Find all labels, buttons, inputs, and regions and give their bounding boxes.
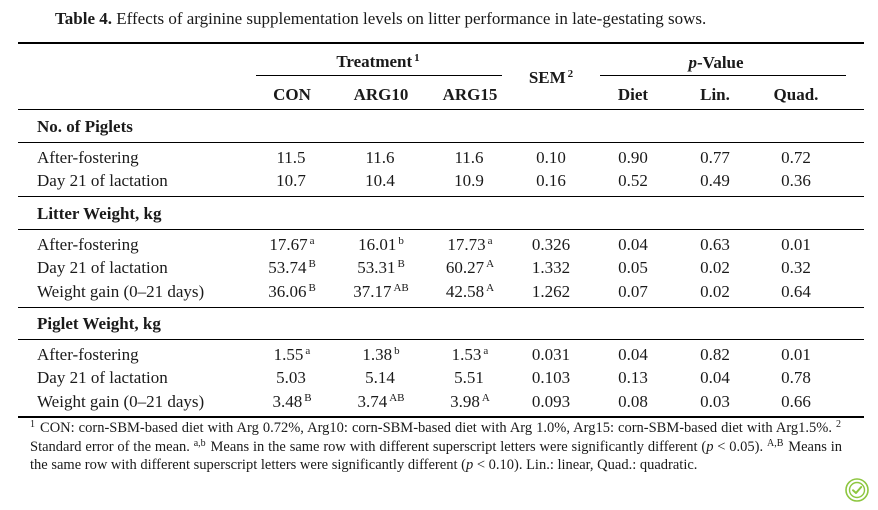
row-label: Day 21 of lactation: [37, 368, 168, 387]
cell-diet: 0.52: [618, 171, 648, 190]
cell-arg15: 42.58 A: [445, 282, 495, 301]
cell-arg15: 17.73 a: [447, 235, 493, 254]
section-rule: [18, 196, 864, 197]
cell-lin: 0.04: [700, 368, 730, 387]
cell-quad: 0.32: [781, 258, 811, 277]
cell-arg15: 3.98 A: [450, 392, 490, 411]
top-rule: [18, 42, 864, 44]
cell-con: 36.06 B: [268, 282, 316, 301]
cell-arg10: 1.38 b: [362, 345, 400, 364]
cell-sem: 0.10: [536, 148, 566, 167]
header-quad: Quad.: [773, 85, 819, 104]
cell-sem: 1.262: [531, 282, 571, 301]
cell-sem: 0.103: [531, 368, 571, 387]
cell-arg10: 16.01 b: [358, 235, 404, 254]
header-p-value: p-Value: [688, 53, 744, 72]
row-label: After-fostering: [37, 345, 139, 364]
header-treatment: Treatment 1: [336, 52, 420, 71]
row-label: Day 21 of lactation: [37, 258, 168, 277]
cell-sem: 0.16: [536, 171, 566, 190]
cell-diet: 0.13: [618, 368, 648, 387]
cell-diet: 0.90: [618, 148, 648, 167]
cell-diet: 0.08: [618, 392, 648, 411]
cell-con: 1.55 a: [273, 345, 311, 364]
cell-quad: 0.64: [781, 282, 811, 301]
cell-arg10: 3.74 AB: [357, 392, 405, 411]
cell-quad: 0.01: [781, 235, 811, 254]
table-footnote: 1 CON: corn-SBM-based diet with Arg 0.72…: [30, 419, 843, 473]
cell-con: 10.7: [276, 171, 306, 190]
cell-lin: 0.77: [700, 148, 730, 167]
cell-lin: 0.49: [700, 171, 730, 190]
cell-quad: 0.72: [781, 148, 811, 167]
cell-quad: 0.78: [781, 368, 811, 387]
header-con: CON: [273, 85, 311, 104]
section-rule: [18, 307, 864, 308]
cell-arg15: 1.53 a: [451, 345, 489, 364]
cell-diet: 0.05: [618, 258, 648, 277]
cell-lin: 0.03: [700, 392, 730, 411]
cell-quad: 0.01: [781, 345, 811, 364]
cell-con: 5.03: [276, 368, 306, 387]
cell-lin: 0.02: [700, 282, 730, 301]
table-caption: Table 4. Effects of arginine supplementa…: [55, 9, 706, 29]
header-sem: SEM 2: [528, 68, 574, 87]
header-arg15: ARG15: [442, 85, 498, 104]
row-label: After-fostering: [37, 148, 139, 167]
cell-sem: 0.031: [531, 345, 571, 364]
cell-lin: 0.82: [700, 345, 730, 364]
cell-arg15: 60.27 A: [445, 258, 495, 277]
cell-con: 17.67 a: [269, 235, 315, 254]
row-label: Day 21 of lactation: [37, 171, 168, 190]
row-label: After-fostering: [37, 235, 139, 254]
cell-arg15: 5.51: [454, 368, 484, 387]
cell-diet: 0.07: [618, 282, 648, 301]
cell-arg10: 10.4: [365, 171, 395, 190]
cell-arg15: 11.6: [454, 148, 484, 167]
cell-sem: 0.093: [531, 392, 571, 411]
cell-arg10: 5.14: [365, 368, 395, 387]
cell-con: 11.5: [276, 148, 306, 167]
header-arg10: ARG10: [353, 85, 409, 104]
caption-label: Table 4.: [55, 9, 113, 28]
cell-sem: 1.332: [531, 258, 571, 277]
header-rule: [18, 109, 864, 110]
cell-sem: 0.326: [531, 235, 571, 254]
section-rule: [18, 229, 864, 230]
caption-text: Effects of arginine supplementation leve…: [116, 9, 707, 28]
cell-quad: 0.36: [781, 171, 811, 190]
row-label: Weight gain (0–21 days): [37, 282, 205, 301]
row-label: Weight gain (0–21 days): [37, 392, 205, 411]
check-update-icon[interactable]: [845, 478, 869, 502]
p-value-underline: [600, 75, 846, 76]
bottom-rule: [18, 416, 864, 418]
cell-arg15: 10.9: [454, 171, 484, 190]
cell-arg10: 11.6: [365, 148, 395, 167]
cell-lin: 0.02: [700, 258, 730, 277]
cell-quad: 0.66: [781, 392, 811, 411]
section-title: Piglet Weight, kg: [37, 314, 161, 333]
header-lin: Lin.: [700, 85, 730, 104]
cell-con: 53.74 B: [268, 258, 316, 277]
section-title: No. of Piglets: [37, 117, 133, 136]
cell-arg10: 53.31 B: [357, 258, 405, 277]
cell-arg10: 37.17 AB: [353, 282, 409, 301]
cell-lin: 0.63: [700, 235, 730, 254]
section-rule: [18, 339, 864, 340]
section-rule: [18, 142, 864, 143]
cell-diet: 0.04: [618, 235, 648, 254]
header-diet: Diet: [617, 85, 649, 104]
treatment-underline: [256, 75, 502, 76]
cell-con: 3.48 B: [272, 392, 312, 411]
section-title: Litter Weight, kg: [37, 204, 162, 223]
cell-diet: 0.04: [618, 345, 648, 364]
